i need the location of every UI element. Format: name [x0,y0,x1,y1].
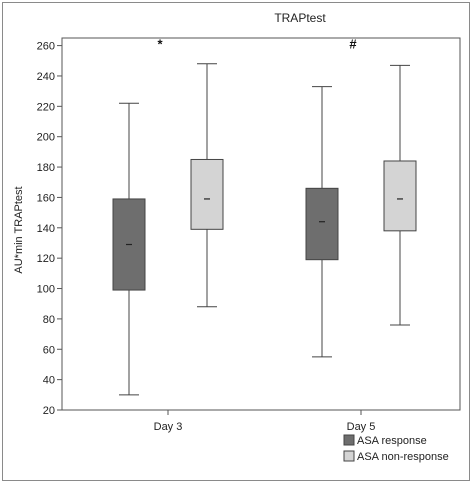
x-tick-label: Day 5 [347,421,376,433]
legend-label: ASA non-response [357,451,449,463]
y-tick-label: 200 [37,132,55,144]
y-tick-label: 80 [43,314,55,326]
plot-area-frame [61,37,461,411]
legend-label: ASA response [357,435,427,447]
y-tick-label: 260 [37,41,55,53]
y-tick-label: 120 [37,253,55,265]
iqr-box [305,187,339,261]
y-tick-label: 160 [37,192,55,204]
y-tick-label: 240 [37,71,55,83]
annotation-mark: * [157,37,163,52]
chart-title: TRAPtest [274,11,326,25]
x-axis-ticks: Day 3 Day 5 [154,410,376,433]
y-tick-label: 40 [43,375,55,387]
y-tick-label: 180 [37,162,55,174]
box-0-0 [112,102,146,396]
box-0-1 [305,86,339,358]
figure-frame [2,2,470,481]
y-tick-label: 220 [37,101,55,113]
annotation-mark: # [349,37,357,52]
y-tick-label: 100 [37,284,55,296]
y-tick-label: 140 [37,223,55,235]
significance-annotations: * # [157,37,357,52]
y-tick-label: 60 [43,344,55,356]
y-axis-label: AU*min TRAPtest [13,186,25,273]
box-1-1 [383,64,417,326]
iqr-box [190,158,224,230]
y-tick-label: 20 [43,405,55,417]
iqr-box [383,160,417,232]
box-series [112,63,417,396]
y-axis-ticks: 20 40 60 80 100 120 140 160 180 200 220 240 260 [37,41,62,417]
legend: ASA response ASA non-response [343,434,449,463]
legend-swatch [343,450,355,462]
legend-swatch [343,434,355,446]
x-tick-label: Day 3 [154,421,183,433]
box-1-0 [190,63,224,308]
